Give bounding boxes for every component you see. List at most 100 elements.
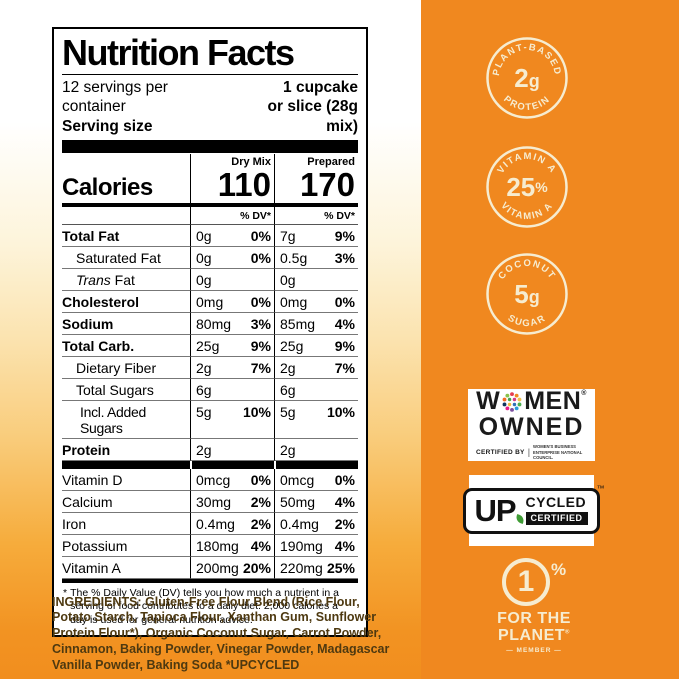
for-the-text: FOR THE (497, 610, 571, 627)
upcycled-logo: UP CYCLED CERTIFIED ™ (463, 484, 605, 534)
women-owned-certification: W MEN ® OWNED CERTIFIED BY | WOMEN'S BUS… (468, 389, 595, 461)
nutrient-value: 6g (190, 378, 274, 401)
registered-mark: ® (581, 390, 587, 398)
nutrient-value: 0g (190, 268, 274, 291)
badge-arc-bottom-label: VITAMIN A (498, 200, 554, 222)
svg-text:VITAMIN A: VITAMIN A (498, 200, 555, 222)
nutrient-name: Protein (62, 439, 190, 461)
nutrient-name: Total Sugars (62, 379, 190, 401)
nutrient-value: 6g (274, 378, 358, 401)
nutrient-value: 0mcg 0% (190, 468, 274, 491)
women-owned-men: MEN (524, 387, 582, 416)
orange-side-panel (421, 0, 679, 679)
separator-bar (276, 460, 358, 469)
women-owned-certifier: CERTIFIED BY | WOMEN'S BUSINESS ENTERPRI… (476, 444, 587, 460)
nutrient-value: 2g (274, 438, 358, 461)
badge-value: 5g (514, 279, 539, 309)
certified-by-label: CERTIFIED BY (475, 448, 525, 456)
nutrition-facts-title: Nutrition Facts (62, 34, 358, 75)
svg-text:PROTEIN: PROTEIN (501, 94, 552, 113)
ingredients-upcycled-note: *UPCYCLED (225, 657, 300, 672)
nutrient-value: 2g (190, 438, 274, 461)
dv-header-dry-mix: % DV* (190, 206, 274, 225)
nutrient-value: 200mg 20% (190, 556, 274, 579)
column-spacer (62, 154, 190, 168)
serving-size-value: 1 cupcake or slice (28g mix) (233, 78, 358, 136)
nutrient-name: Trans Fat (62, 269, 190, 291)
nutrient-value: 180mg 4% (190, 534, 274, 557)
badge-seal-graphic: VITAMIN A VITAMIN A 25% (486, 146, 568, 228)
nutrient-value: 0g 0% (190, 246, 274, 269)
nutrition-facts-label: Nutrition Facts 12 servings per containe… (52, 27, 368, 638)
nutrient-value: 0mg 0% (190, 290, 274, 313)
nutrient-value: 0mcg 0% (274, 468, 358, 491)
nutrient-value: 25g 9% (190, 334, 274, 357)
servings-per-container: 12 servings per container (62, 78, 168, 116)
nutrient-value: 0mg 0% (274, 290, 358, 313)
coconut-sugar-badge: COCONUT SUGAR 5g (485, 252, 569, 336)
women-owned-owned: OWNED (478, 413, 585, 442)
one-percent-for-the-planet-badge: 1 % FOR THE PLANET® — MEMBER — (472, 558, 596, 654)
column-header-dry-mix: Dry Mix (190, 153, 274, 168)
serving-info: 12 servings per container Serving size 1… (62, 78, 358, 136)
nutrient-name: Calcium (62, 491, 190, 513)
registered-mark: ® (565, 629, 570, 636)
nutrient-value: 5g 10% (190, 400, 274, 439)
nutrient-value: 0g (274, 268, 358, 291)
certifier-org-name: WOMEN'S BUSINESS ENTERPRISE NATIONAL COU… (533, 444, 583, 461)
ingredients-text: Gluten-Free Flour Blend (Rice Flour, Pot… (52, 594, 390, 672)
nutrient-value: 0.4mg 2% (190, 512, 274, 535)
nutrient-value: 80mg 3% (190, 312, 274, 335)
column-header-prepared: Prepared (274, 153, 358, 168)
calories-dry-mix-value: 110 (190, 167, 274, 207)
calories-prepared-value: 170 (274, 167, 358, 207)
one-circle-icon: 1 (501, 558, 550, 606)
separator-bar (192, 460, 274, 469)
upcycled-right-column: CYCLED CERTIFIED (525, 494, 588, 525)
confetti-o-icon (502, 392, 522, 412)
thick-divider-bar (62, 139, 358, 153)
serving-size-value-line1: 1 cupcake (283, 78, 358, 96)
nutrient-value: 0g 0% (190, 224, 274, 247)
nutrient-value: 2g 7% (274, 356, 358, 379)
nutrient-name: Vitamin A (62, 557, 190, 579)
ingredients-paragraph: INGREDIENTS: Gluten-Free Flour Blend (Ri… (52, 595, 400, 674)
nutrient-value: 5g 10% (274, 400, 358, 439)
nutrient-name: Total Carb. (62, 335, 190, 357)
women-owned-word: W MEN ® (476, 389, 587, 414)
nutrient-name: Cholesterol (62, 291, 190, 313)
serving-size-value-line2: or slice (28g mix) (267, 98, 358, 135)
footnote-text: The % Daily Value (DV) tells you how muc… (70, 586, 339, 626)
plant-based-protein-badge: PLANT-BASED PROTEIN 2g (485, 36, 569, 120)
leaf-icon (514, 513, 525, 524)
nutrient-value: 2g 7% (190, 356, 274, 379)
svg-text:SUGAR: SUGAR (506, 313, 548, 329)
footnote-asterisk: * (63, 586, 68, 599)
percent-sign: % (550, 560, 567, 579)
badge-value: 25% (506, 172, 548, 202)
badge-seal-graphic: PLANT-BASED PROTEIN 2g (486, 37, 568, 119)
member-text: — MEMBER — (506, 646, 562, 654)
nutrient-value: 190mg 4% (274, 534, 358, 557)
nutrient-value: 25g 9% (274, 334, 358, 357)
nutrient-name: Sodium (62, 313, 190, 335)
one-percent-mark: 1 % (472, 558, 596, 606)
nutrient-value: 85mg 4% (274, 312, 358, 335)
separator-bar (62, 460, 190, 469)
ingredients-label: INGREDIENTS: (52, 594, 142, 609)
nutrient-name: Dietary Fiber (62, 357, 190, 379)
nutrient-value: 220mg 25% (274, 556, 358, 579)
calories-label: Calories (62, 172, 190, 207)
dv-header-spacer (62, 207, 190, 225)
nutrient-name: Saturated Fat (62, 247, 190, 269)
badge-ring (486, 253, 568, 335)
badge-arc-bottom-label: PROTEIN (501, 94, 551, 113)
vitamin-a-badge: VITAMIN A VITAMIN A 25% (485, 145, 569, 229)
nutrient-value: 0.4mg 2% (274, 512, 358, 535)
bottom-thick-rule (62, 577, 358, 583)
planet-text: PLANET® (498, 626, 570, 644)
upcycled-up-text: UP (474, 492, 516, 528)
serving-size-label: Serving size (62, 117, 153, 135)
nutrient-name: Potassium (62, 535, 190, 557)
dv-header-prepared: % DV* (274, 206, 358, 225)
